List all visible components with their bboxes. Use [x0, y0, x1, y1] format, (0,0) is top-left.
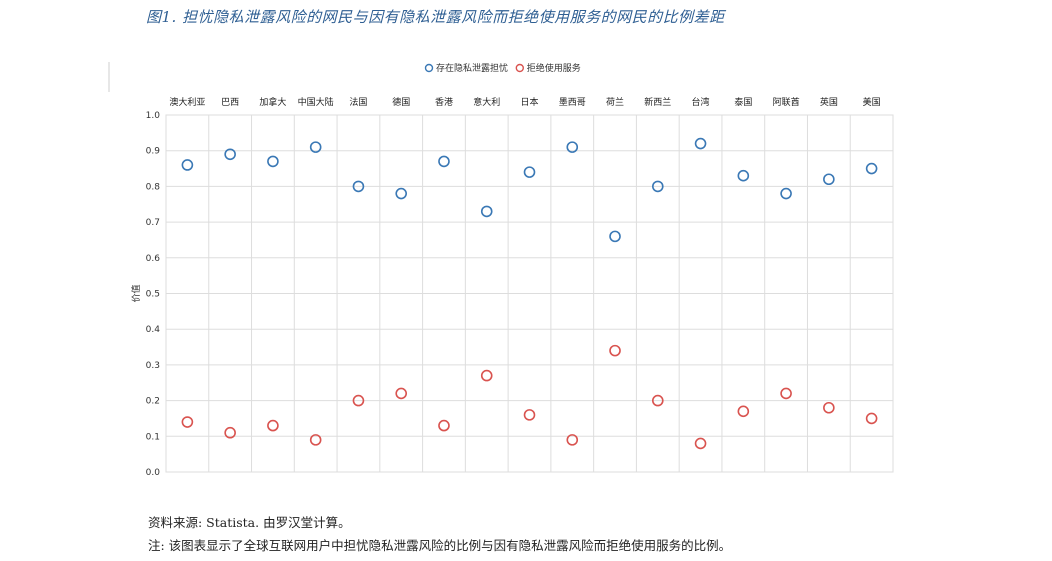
point-concern	[609, 230, 621, 243]
point-concern	[395, 187, 408, 200]
y-tick-label: 0.3	[146, 361, 160, 371]
point-concern	[480, 205, 493, 218]
y-tick-label: 0.9	[146, 147, 161, 157]
point-refuse	[352, 394, 365, 407]
category-label: 日本	[520, 96, 538, 108]
point-concern	[823, 173, 835, 186]
point-concern	[438, 155, 450, 168]
point-concern	[651, 180, 664, 193]
category-label: 荷兰	[606, 96, 624, 108]
legend-label: 存在隐私泄露担忧	[436, 62, 508, 74]
point-refuse	[181, 416, 194, 428]
point-concern	[566, 141, 579, 153]
point-refuse	[309, 434, 322, 446]
category-label: 巴西	[221, 97, 239, 108]
category-label: 香港	[435, 96, 453, 108]
category-label: 阿联酋	[773, 96, 800, 108]
category-label: 意大利	[473, 96, 500, 108]
point-refuse	[438, 419, 450, 432]
y-tick-label: 1.0	[146, 111, 161, 121]
y-tick-label: 0.0	[146, 468, 161, 478]
category-label: 中国大陆	[298, 96, 334, 108]
point-concern	[309, 141, 322, 153]
y-tick-label: 0.5	[146, 290, 160, 300]
point-refuse	[566, 434, 579, 446]
point-refuse	[609, 344, 621, 357]
category-label: 加拿大	[259, 96, 286, 108]
category-label: 台湾	[692, 96, 710, 108]
y-tick-label: 0.4	[146, 325, 161, 335]
category-label: 法国	[349, 96, 367, 108]
point-concern	[737, 169, 750, 182]
point-concern	[780, 187, 792, 200]
point-concern	[523, 166, 536, 178]
y-tick-label: 0.1	[146, 432, 160, 442]
y-tick-label: 0.2	[146, 397, 160, 407]
y-axis-title: 价值	[130, 284, 142, 302]
grid-layer	[165, 114, 894, 473]
point-concern	[224, 148, 236, 161]
point-refuse	[267, 419, 279, 432]
y-tick-label: 0.6	[146, 254, 161, 264]
legend-label: 拒绝使用服务	[527, 62, 581, 74]
point-refuse	[395, 387, 408, 400]
point-refuse	[737, 405, 750, 418]
point-refuse	[523, 409, 536, 421]
category-label: 泰国	[734, 96, 752, 108]
source-note: 资料来源: Statista. 由罗汉堂计算。	[148, 515, 351, 530]
point-refuse	[651, 394, 664, 407]
scatter-chart: 0.0 0.1 0.2 0.3 0.4 0.5 0.6 0.7 0.8 0.9 1.0 价值 澳大利亚…	[108, 62, 894, 478]
point-refuse	[480, 369, 493, 382]
category-label: 英国	[820, 96, 838, 108]
point-concern	[865, 162, 878, 175]
y-tick-label: 0.8	[146, 182, 161, 192]
footnote: 注: 该图表显示了全球互联网用户中担忧隐私泄露风险的比例与因有隐私泄露风险而拒绝…	[148, 538, 732, 553]
category-label: 德国	[392, 96, 410, 108]
point-refuse	[823, 401, 835, 414]
point-concern	[352, 180, 365, 193]
point-refuse	[224, 426, 236, 439]
point-refuse	[694, 437, 707, 450]
y-tick-label: 0.7	[146, 218, 160, 228]
category-label: 新西兰	[644, 96, 671, 108]
category-label: 墨西哥	[559, 97, 586, 108]
point-concern	[694, 137, 707, 150]
axis-layer: 0.0 0.1 0.2 0.3 0.4 0.5 0.6 0.7 0.8 0.9 1.0 价值	[130, 111, 160, 478]
point-refuse	[780, 387, 792, 400]
point-refuse	[865, 412, 878, 425]
category-labels: 澳大利亚 巴西 加拿大 中国大陆 法国 德国 香港 意大利 日本 墨西哥 荷兰 新西兰 台湾 泰国 阿联酋 英…	[169, 96, 880, 108]
figure-title: 图1. 担忧隐私泄露风险的网民与因有隐私泄露风险而拒绝使用服务的网民的比例差距	[146, 8, 725, 26]
point-concern	[267, 155, 279, 168]
point-concern	[181, 159, 194, 171]
legend-marker	[424, 63, 434, 73]
legend-marker	[515, 63, 524, 73]
category-label: 美国	[863, 96, 881, 108]
legend: 存在隐私泄露担忧 拒绝使用服务	[424, 62, 581, 74]
data-points	[181, 137, 878, 450]
category-label: 澳大利亚	[169, 96, 205, 108]
